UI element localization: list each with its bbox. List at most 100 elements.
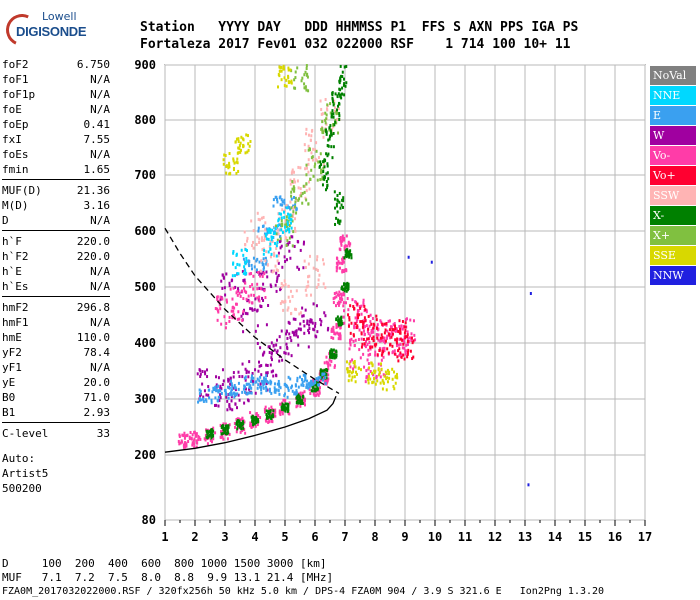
echo-point xyxy=(367,337,370,341)
echo-point xyxy=(255,412,258,416)
echo-point xyxy=(406,355,409,359)
echo-point xyxy=(271,414,274,418)
echo-point xyxy=(281,402,284,406)
echo-point xyxy=(199,394,202,398)
echo-point xyxy=(249,139,252,143)
echo-point xyxy=(341,285,344,289)
echo-point xyxy=(215,385,218,389)
echo-point xyxy=(243,230,246,234)
echo-point xyxy=(198,368,201,372)
echo-point xyxy=(406,350,409,354)
echo-point xyxy=(263,248,266,252)
echo-point xyxy=(304,184,307,188)
echo-point xyxy=(332,336,335,340)
echo-point xyxy=(337,92,340,96)
echo-point xyxy=(284,299,287,303)
echo-point xyxy=(242,279,245,283)
echo-point xyxy=(247,134,250,138)
echo-point xyxy=(345,289,348,293)
echo-point xyxy=(246,391,249,395)
echo-point xyxy=(227,425,230,429)
echo-point xyxy=(244,281,247,285)
echo-point xyxy=(305,132,308,136)
echo-point xyxy=(389,336,392,340)
echo-point xyxy=(297,198,300,202)
echo-point xyxy=(328,128,331,132)
echo-point xyxy=(199,389,202,393)
echo-point xyxy=(342,304,345,308)
echo-point xyxy=(340,74,343,78)
echo-point xyxy=(383,336,386,340)
echo-point xyxy=(398,347,401,351)
echo-point xyxy=(280,285,283,289)
echo-point xyxy=(254,391,257,395)
echo-point xyxy=(288,412,291,416)
echo-point xyxy=(255,259,258,263)
echo-point xyxy=(256,324,259,328)
echo-point xyxy=(353,375,356,379)
echo-point xyxy=(235,171,238,175)
echo-point xyxy=(386,334,389,338)
param-row: h`Es N/A xyxy=(2,279,110,294)
echo-point xyxy=(220,387,223,391)
echo-point xyxy=(193,442,196,446)
echo-point xyxy=(251,419,254,423)
echo-point xyxy=(339,76,342,80)
echo-point xyxy=(327,367,330,371)
echo-point xyxy=(273,348,276,352)
echo-point xyxy=(322,282,325,286)
echo-point xyxy=(236,427,239,431)
echo-point xyxy=(280,329,283,333)
legend-item: NNE xyxy=(650,86,696,105)
echo-point xyxy=(356,318,359,322)
echo-point xyxy=(286,385,289,389)
echo-point xyxy=(268,244,271,248)
echo-point xyxy=(283,394,286,398)
echo-point xyxy=(242,253,245,257)
echo-point xyxy=(264,234,267,238)
echo-point xyxy=(342,260,345,264)
echo-point xyxy=(393,387,396,391)
echo-point xyxy=(232,286,235,290)
echo-point xyxy=(392,323,395,327)
echo-point xyxy=(256,296,259,300)
echo-point xyxy=(365,339,368,343)
echo-point xyxy=(182,445,185,449)
echo-point xyxy=(297,385,300,389)
echo-point xyxy=(317,376,320,380)
echo-point xyxy=(302,395,305,399)
echo-point xyxy=(365,376,368,380)
echo-point xyxy=(260,391,263,395)
echo-point xyxy=(224,293,227,297)
echo-point xyxy=(347,287,350,291)
echo-point xyxy=(342,293,345,297)
echo-point xyxy=(276,338,279,342)
echo-point xyxy=(387,319,390,323)
echo-point xyxy=(245,382,248,386)
echo-point xyxy=(316,255,319,259)
echo-point xyxy=(326,183,329,187)
echo-point xyxy=(207,393,210,397)
echo-point xyxy=(199,374,202,378)
echo-point xyxy=(212,434,215,438)
echo-point xyxy=(376,323,379,327)
echo-point xyxy=(402,338,405,342)
echo-point xyxy=(342,77,345,81)
echo-point xyxy=(372,335,375,339)
echo-point xyxy=(219,386,222,390)
echo-point xyxy=(282,398,285,402)
echo-point xyxy=(299,166,302,170)
echo-point xyxy=(250,425,253,429)
echo-point xyxy=(257,229,260,233)
trace-NNE-spread xyxy=(231,206,293,278)
echo-point xyxy=(348,347,351,351)
echo-point xyxy=(242,138,245,142)
echo-point xyxy=(191,443,194,447)
echo-point xyxy=(289,289,292,293)
echo-point xyxy=(326,164,329,168)
echo-point xyxy=(262,252,265,256)
echo-point xyxy=(362,352,365,356)
echo-point xyxy=(180,439,183,443)
echo-point xyxy=(395,328,398,332)
echo-point xyxy=(285,330,288,334)
